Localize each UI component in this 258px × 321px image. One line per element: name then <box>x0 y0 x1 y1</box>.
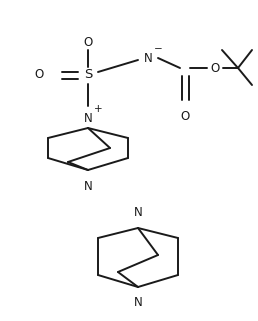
Text: O: O <box>35 68 44 82</box>
Text: O: O <box>83 36 93 48</box>
Text: N: N <box>84 179 92 193</box>
Text: +: + <box>94 104 102 114</box>
Text: N: N <box>144 51 152 65</box>
Text: −: − <box>154 44 162 54</box>
Text: S: S <box>84 68 92 82</box>
Text: O: O <box>180 109 190 123</box>
Text: N: N <box>84 111 92 125</box>
Text: N: N <box>134 297 142 309</box>
Text: O: O <box>210 62 220 74</box>
Text: N: N <box>134 206 142 220</box>
